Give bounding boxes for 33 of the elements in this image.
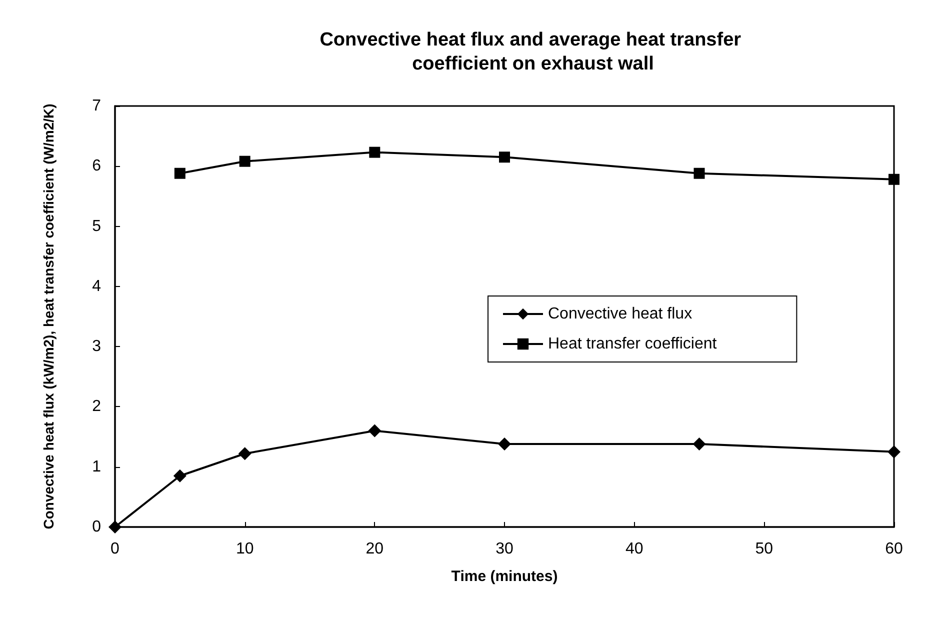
y-tick-label: 5 <box>92 218 102 235</box>
x-tick-label: 20 <box>366 540 384 558</box>
point <box>174 168 186 179</box>
legend-label: Heat transfer coefficient <box>548 336 718 352</box>
y-tick-label: 2 <box>92 398 102 416</box>
y-axis-title: Convective heat flux (kW/m2), heat transfer coefficient (W/m2/K) <box>40 104 56 530</box>
point <box>238 447 252 460</box>
x-tick-label: 30 <box>496 540 514 558</box>
point <box>173 469 186 482</box>
x-tick-label: 50 <box>755 540 774 558</box>
point <box>498 438 511 451</box>
point <box>239 156 250 167</box>
x-axis-title: Time (minutes) <box>451 568 558 585</box>
y-tick-label: 1 <box>92 458 102 476</box>
x-tick-label: 0 <box>110 540 120 558</box>
point <box>888 445 900 458</box>
point <box>499 152 510 163</box>
chart-title: Convective heat flux and average heat transfer coefficient on exhaust wall <box>320 30 746 74</box>
point <box>888 174 900 185</box>
y-tick-label: 3 <box>92 338 102 356</box>
point <box>108 520 122 534</box>
y-tick-label: 6 <box>92 158 102 175</box>
x-tick-label: 60 <box>885 540 903 558</box>
legend-label: Convective heat flux <box>548 306 692 322</box>
point <box>368 424 382 438</box>
x-tick-label: 10 <box>236 540 254 558</box>
point <box>692 438 706 451</box>
point <box>694 168 705 179</box>
y-tick-label: 4 <box>92 278 102 295</box>
point <box>369 146 380 158</box>
x-tick-label: 40 <box>625 540 644 558</box>
y-tick-label: 7 <box>92 98 102 114</box>
y-tick-label: 0 <box>92 518 102 536</box>
